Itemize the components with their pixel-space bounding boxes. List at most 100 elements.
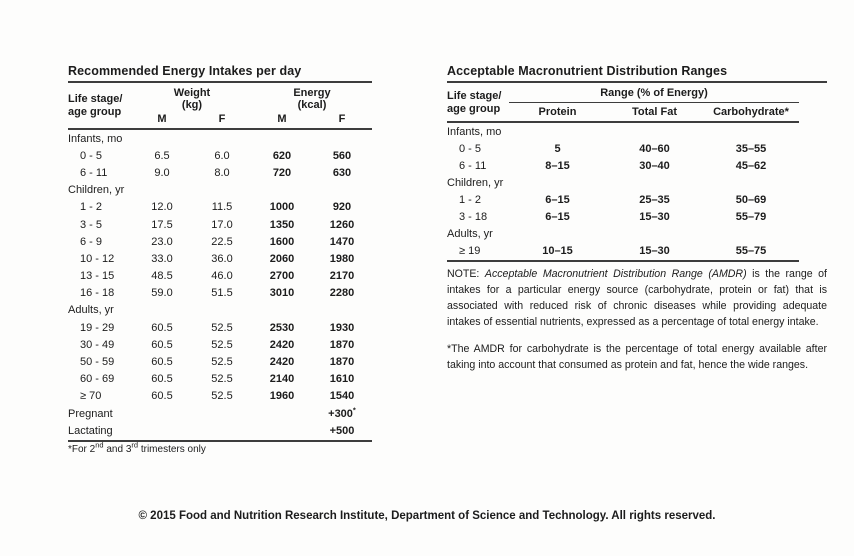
weight-m-value: 59.0 [151, 287, 173, 300]
note-prefix: NOTE: [447, 268, 485, 280]
energy-m-value: 3010 [269, 287, 295, 300]
total-fat-value: 30–40 [639, 159, 670, 172]
energy-table-body: Infants, mo 0 - 5 6.5 6.0 620 560 6 - 11 9.0 8.0… [68, 130, 372, 439]
life-stage-section-label: Infants, mo [447, 125, 502, 138]
energy-f-value: 1980 [329, 252, 355, 265]
life-stage-section-label: Children, yr [68, 184, 125, 197]
note-amdr-term: Acceptable Macronutrient Distribution Ra… [484, 268, 747, 280]
energy-f-value: 920 [332, 201, 352, 214]
energy-table-title: Recommended Energy Intakes per day [68, 64, 372, 83]
energy-unit-label: (kcal) [297, 99, 327, 111]
table-row: 6 - 9 23.0 22.5 1600 1470 [68, 233, 372, 250]
life-stage-header-line2: age group [68, 106, 122, 118]
carbohydrate-column-header: Carbohydrate* [713, 106, 789, 118]
energy-f-value: 1930 [329, 321, 355, 334]
weight-f-value: 22.5 [211, 235, 233, 248]
protein-column-header: Protein [538, 106, 577, 118]
life-stage-header-line2: age group [447, 102, 501, 115]
weight-header-label: Weight [173, 87, 211, 99]
table-row: 10 - 12 33.0 36.0 2060 1980 [68, 250, 372, 267]
table-row: 1 - 2 12.0 11.5 1000 920 [68, 199, 372, 216]
footnote-text: trimesters only [138, 444, 206, 456]
weight-m-value: 60.5 [151, 338, 173, 351]
protein-value: 8–15 [545, 159, 570, 172]
carbohydrate-value: 35–55 [735, 142, 767, 155]
age-label: ≥ 70 [80, 390, 102, 403]
weight-m-value: 12.0 [151, 201, 173, 214]
section-row: Adults, yr [68, 302, 372, 319]
weight-unit-label: (kg) [181, 99, 203, 111]
table-row: 0 - 5 6.5 6.0 620 560 [68, 147, 372, 164]
age-label: 1 - 2 [80, 201, 103, 214]
energy-m-value: 1350 [269, 218, 295, 231]
section-row: Infants, mo [68, 130, 372, 147]
age-label: Lactating [68, 424, 113, 437]
section-row: Adults, yr [447, 225, 799, 242]
life-stage-section-label: Adults, yr [68, 304, 114, 317]
energy-table-bottom-rule [68, 440, 372, 443]
table-row: ≥ 19 10–15 15–30 55–75 [447, 242, 799, 259]
energy-intakes-table: Recommended Energy Intakes per day Life … [68, 64, 372, 455]
amdr-table-title: Acceptable Macronutrient Distribution Ra… [447, 64, 827, 83]
weight-f-value: 51.5 [211, 287, 233, 300]
table-row: 50 - 59 60.5 52.5 2420 1870 [68, 353, 372, 370]
table-row: Lactating +500 [68, 422, 372, 439]
carbohydrate-value: 45–62 [735, 159, 767, 172]
amdr-note: NOTE: Acceptable Macronutrient Distribut… [447, 266, 827, 330]
table-row: Pregnant +300* [68, 405, 372, 422]
table-row: 60 - 69 60.5 52.5 2140 1610 [68, 371, 372, 388]
age-label: 50 - 59 [80, 356, 115, 369]
weight-m-value: 9.0 [154, 166, 170, 179]
age-label: 3 - 5 [80, 218, 103, 231]
energy-f-value: 1540 [329, 390, 355, 403]
life-stage-section-label: Infants, mo [68, 132, 123, 145]
table-row: 3 - 5 17.5 17.0 1350 1260 [68, 216, 372, 233]
energy-f-value: 560 [332, 149, 352, 162]
energy-male-header: M [277, 113, 287, 125]
protein-value: 10–15 [542, 244, 573, 257]
age-label: ≥ 19 [459, 244, 481, 257]
weight-m-value: 23.0 [151, 235, 173, 248]
age-label: 0 - 5 [459, 142, 482, 155]
carbohydrate-value: 55–79 [735, 210, 767, 223]
energy-f-value: 2170 [329, 270, 355, 283]
weight-f-value: 8.0 [214, 166, 230, 179]
weight-f-value: 52.5 [211, 356, 233, 369]
ordinal-superscript: rd [131, 441, 139, 451]
table-row: 0 - 5 5 40–60 35–55 [447, 140, 799, 157]
age-label: Pregnant [68, 407, 113, 420]
weight-m-value: 60.5 [151, 390, 173, 403]
amdr-table-header: Life stage/ age group Range (% of Energy… [447, 83, 799, 123]
table-row: 1 - 2 6–15 25–35 50–69 [447, 191, 799, 208]
table-row: 30 - 49 60.5 52.5 2420 1870 [68, 336, 372, 353]
weight-female-header: F [218, 113, 226, 125]
life-stage-section-label: Children, yr [447, 176, 504, 189]
weight-m-value: 60.5 [151, 321, 173, 334]
weight-f-value: 17.0 [211, 218, 233, 231]
energy-f-value: 1870 [329, 338, 355, 351]
weight-m-value: 6.5 [154, 149, 170, 162]
life-stage-column-header: Life stage/ age group [447, 90, 509, 116]
age-label: 16 - 18 [80, 287, 115, 300]
footnote-text: *For 2 [68, 444, 96, 456]
carbohydrate-value: 50–69 [735, 193, 767, 206]
weight-m-value: 60.5 [151, 356, 173, 369]
energy-m-value: 2420 [269, 356, 295, 369]
life-stage-header-line1: Life stage/ [68, 93, 123, 105]
weight-f-value: 52.5 [211, 338, 233, 351]
weight-f-value: 52.5 [211, 390, 233, 403]
weight-m-value: 17.5 [151, 218, 173, 231]
energy-table-header: Life stage/ age group Weight (kg) Energy… [68, 83, 372, 130]
table-row: 6 - 11 9.0 8.0 720 630 [68, 164, 372, 181]
table-row: 6 - 11 8–15 30–40 45–62 [447, 157, 799, 174]
amdr-table-bottom-rule [447, 260, 799, 262]
weight-f-value: 11.5 [211, 201, 233, 214]
energy-f-value: 1610 [329, 373, 355, 386]
weight-f-value: 6.0 [214, 149, 230, 162]
energy-m-value: 2700 [269, 270, 295, 283]
table-row: 13 - 15 48.5 46.0 2700 2170 [68, 268, 372, 285]
age-label: 60 - 69 [80, 373, 115, 386]
weight-f-value: 36.0 [211, 252, 233, 265]
weight-f-value: 52.5 [211, 373, 233, 386]
